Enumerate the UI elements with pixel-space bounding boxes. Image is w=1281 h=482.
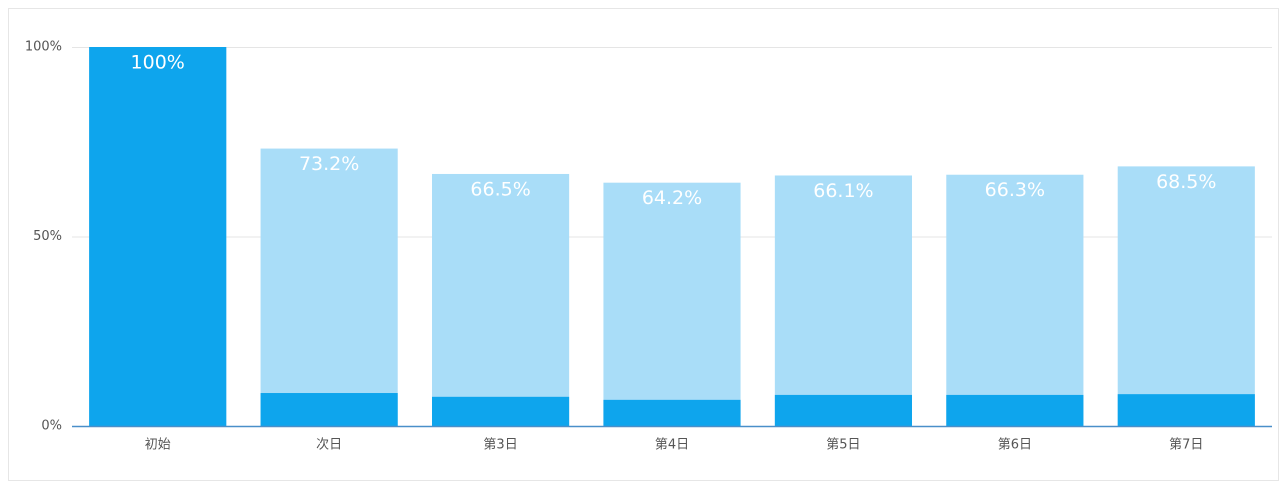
bar: [260, 148, 398, 426]
bar: [1117, 394, 1255, 426]
x-tick-label: 第7日: [1169, 438, 1203, 453]
value-label: 66.3%: [985, 179, 1045, 201]
value-label: 100%: [131, 52, 185, 74]
bar: [603, 182, 741, 426]
x-tick-label: 第3日: [483, 438, 517, 453]
value-label: 68.5%: [1156, 171, 1216, 193]
bar: [1117, 166, 1255, 426]
x-tick-label: 第5日: [826, 438, 860, 453]
frame: [8, 8, 1279, 481]
x-tick-label: 第4日: [655, 438, 689, 453]
bar: [946, 174, 1084, 426]
bar: [432, 173, 570, 426]
value-label: 66.1%: [813, 180, 873, 202]
x-tick-label: 次日: [316, 437, 342, 453]
x-tick-label: 第6日: [998, 438, 1032, 453]
bar: [774, 175, 912, 426]
bar: [260, 393, 398, 426]
y-tick-label: 100%: [25, 40, 62, 55]
bar: [89, 47, 227, 426]
bar: [432, 396, 570, 426]
value-label: 73.2%: [299, 153, 359, 175]
value-label: 66.5%: [470, 178, 530, 200]
value-label: 64.2%: [642, 187, 702, 209]
bar: [946, 394, 1084, 426]
y-tick-label: 50%: [33, 229, 62, 244]
y-tick-label: 0%: [41, 419, 62, 434]
x-tick-label: 初始: [145, 438, 171, 453]
bar: [774, 394, 912, 426]
bar: [603, 399, 741, 426]
